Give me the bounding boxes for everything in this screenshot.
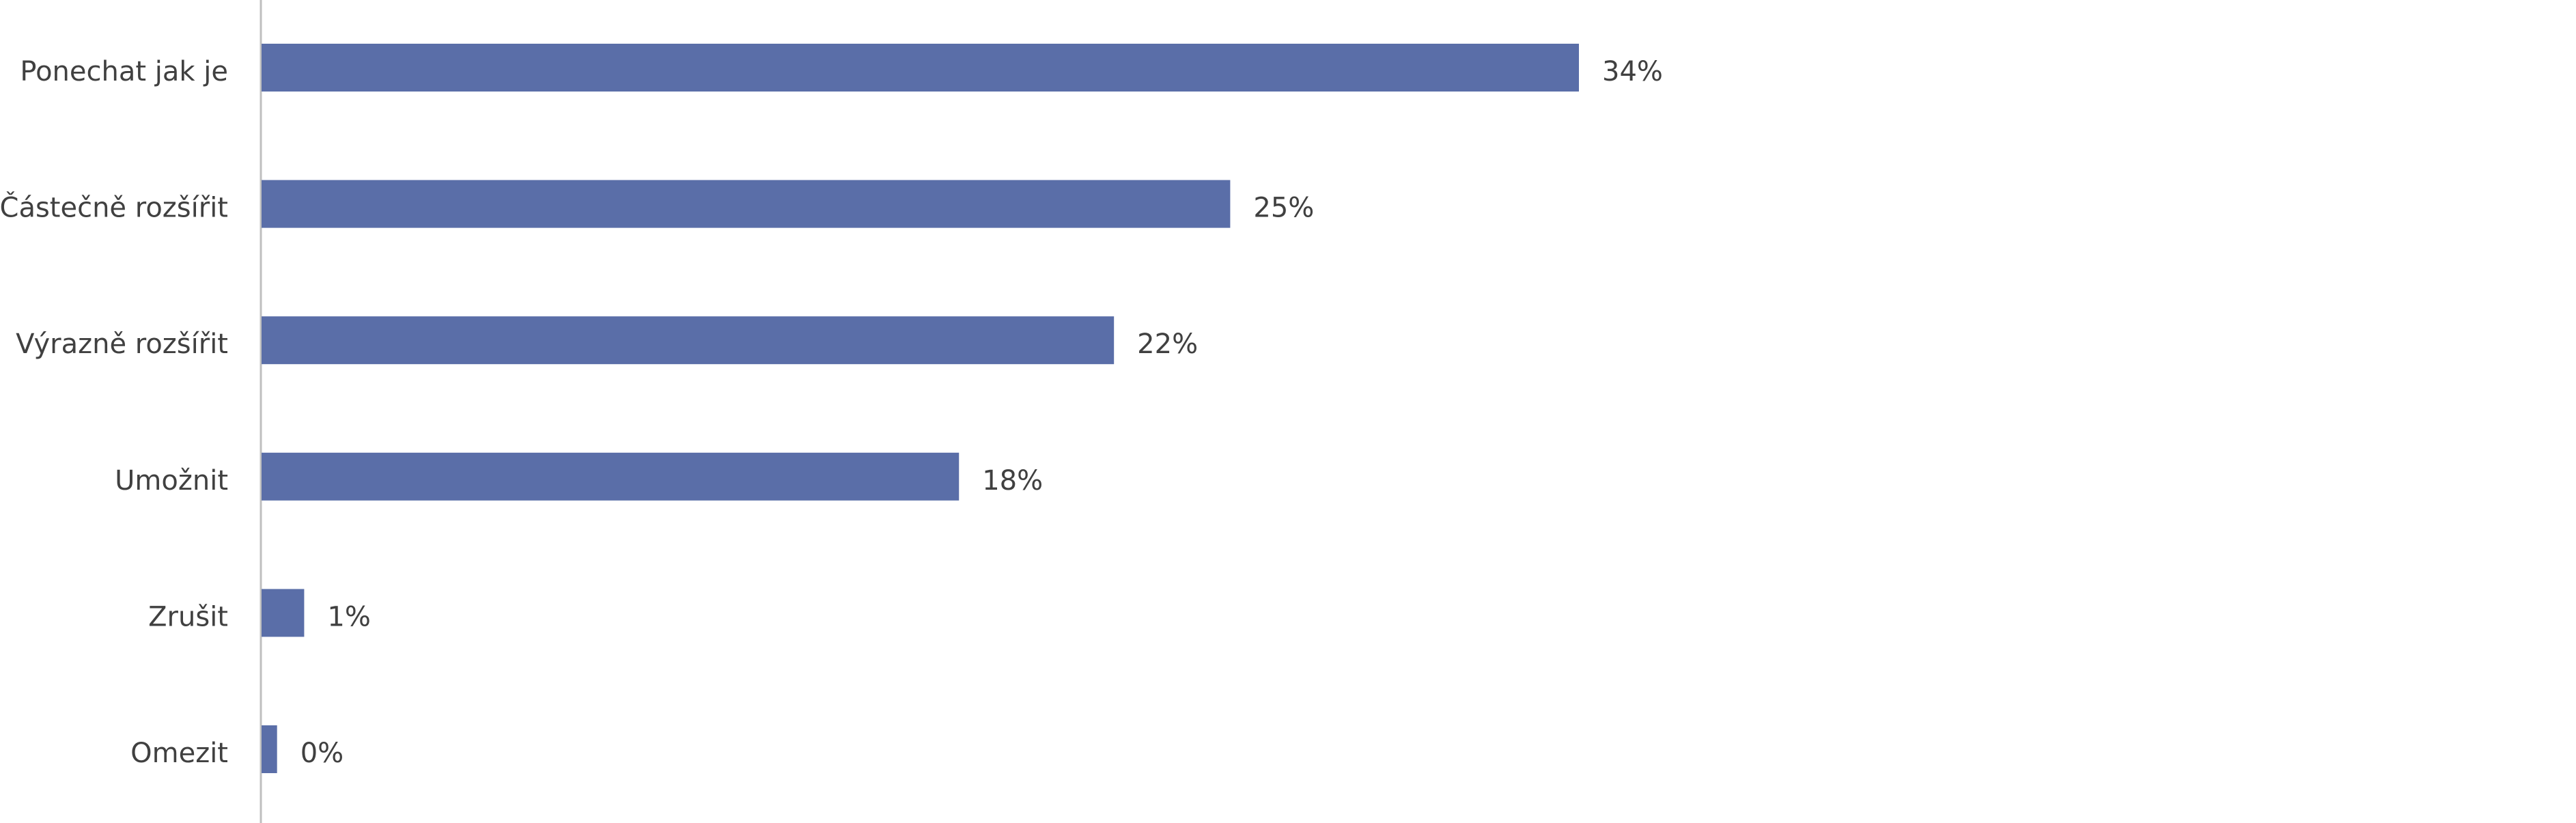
y-tick-label: Výrazně rozšířit: [16, 329, 228, 360]
data-label: 22%: [1137, 329, 1198, 360]
data-label: 1%: [327, 601, 370, 632]
bar: [262, 589, 305, 637]
data-label: 25%: [1253, 193, 1314, 224]
data-label: 0%: [300, 738, 344, 769]
bar: [262, 316, 1115, 365]
y-tick-label: Omezit: [130, 738, 228, 769]
y-tick-label: Ponechat jak je: [20, 56, 228, 87]
y-tick-label: Umožnit: [115, 465, 228, 497]
y-tick-label: Částečně rozšířit: [0, 191, 228, 224]
data-label: 34%: [1602, 56, 1663, 87]
data-label: 18%: [982, 465, 1043, 497]
bar: [262, 725, 277, 773]
bar: [262, 44, 1579, 92]
y-tick-label: Zrušit: [148, 601, 228, 632]
bar: [262, 452, 960, 501]
bar: [262, 180, 1231, 228]
